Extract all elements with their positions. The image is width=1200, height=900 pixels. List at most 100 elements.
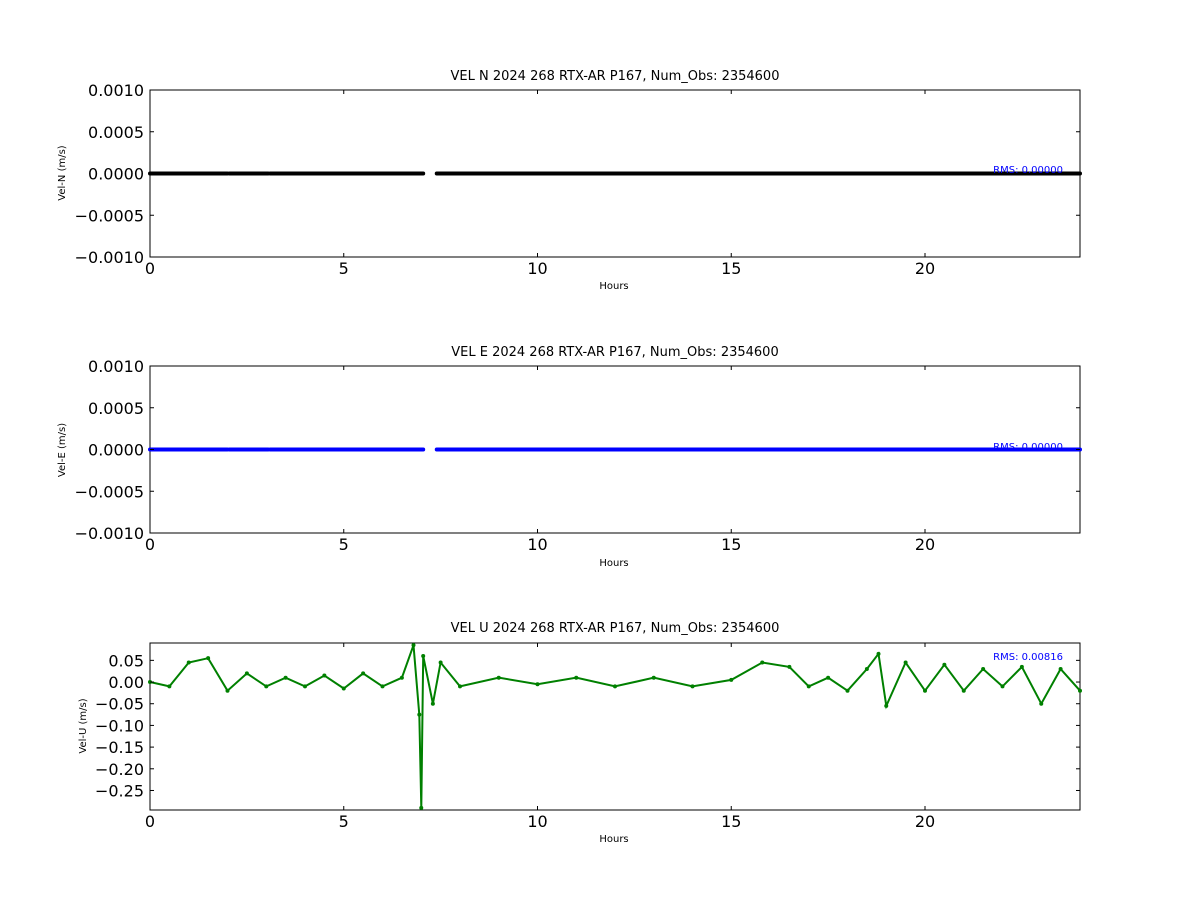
vel-u-data-point	[458, 684, 462, 689]
vel-u-data-point	[1039, 701, 1044, 706]
vel-u-panel: VEL U 2024 268 RTX-AR P167, Num_Obs: 235…	[78, 621, 1082, 845]
vel-e-x-tick-label: 15	[721, 535, 741, 554]
vel-u-data-point	[186, 660, 191, 665]
vel-u-data-point	[845, 688, 850, 693]
vel-n-y-axis-label: Vel-N (m/s)	[57, 145, 68, 200]
vel-u-y-tick-label: 0.00	[108, 673, 144, 692]
vel-u-y-tick-label: −0.15	[95, 738, 144, 757]
vel-e-x-tick-label: 0	[145, 535, 155, 554]
vel-u-x-tick-label: 15	[721, 812, 741, 831]
vel-n-y-ticks: 0.0010 0.0005 0.0000 −0.0005 −0.0010	[75, 81, 1080, 267]
vel-u-data-point	[1078, 688, 1082, 693]
vel-n-y-tick-label: 0.0000	[88, 165, 144, 184]
vel-e-y-tick-label: 0.0000	[88, 441, 144, 460]
vel-u-data-point	[322, 673, 327, 678]
vel-u-data-point	[1019, 664, 1024, 669]
vel-u-y-axis-label: Vel-U (m/s)	[78, 698, 89, 753]
vel-u-y-ticks: 0.05 0.00 −0.05 −0.10 −0.15 −0.20 −0.25	[95, 651, 1080, 800]
vel-u-data-point	[981, 667, 986, 672]
vel-e-y-tick-label: −0.0010	[75, 524, 144, 543]
vel-u-data-point	[574, 675, 579, 680]
vel-e-x-tick-label: 5	[339, 535, 349, 554]
vel-e-y-tick-label: 0.0010	[88, 357, 144, 376]
vel-u-data-point	[419, 805, 424, 810]
vel-u-data-point	[961, 688, 966, 693]
vel-u-data-point	[264, 684, 269, 689]
vel-n-title: VEL N 2024 268 RTX-AR P167, Num_Obs: 235…	[451, 69, 780, 84]
vel-u-rms-label: RMS: 0.00816	[993, 652, 1063, 663]
vel-u-plot-frame	[149, 642, 1081, 811]
vel-u-data-point	[876, 651, 881, 656]
vel-u-data-point	[903, 660, 908, 665]
vel-u-data-point	[1058, 667, 1063, 672]
vel-u-x-tick-label: 0	[145, 812, 155, 831]
vel-n-y-tick-label: −0.0005	[75, 206, 144, 225]
vel-u-data-point	[884, 703, 889, 708]
vel-u-x-axis-label: Hours	[599, 834, 628, 845]
vel-u-data-point	[244, 671, 249, 676]
vel-n-x-ticks: 0 5 10 15 20	[145, 90, 935, 278]
vel-n-x-tick-label: 10	[527, 259, 547, 278]
vel-u-y-tick-label: −0.25	[95, 781, 144, 800]
vel-u-x-ticks: 0 5 10 15 20	[145, 643, 935, 831]
vel-n-rms-label: RMS: 0.00000	[993, 165, 1063, 176]
vel-u-data-point	[438, 660, 443, 665]
vel-e-x-tick-label: 20	[915, 535, 935, 554]
vel-e-rms-label: RMS: 0.00000	[993, 442, 1063, 453]
vel-u-data-point	[283, 675, 288, 680]
vel-e-x-axis-label: Hours	[599, 558, 628, 569]
vel-u-data-point	[167, 684, 172, 689]
vel-u-x-tick-label: 20	[915, 812, 935, 831]
vel-u-data-point	[690, 684, 695, 689]
vel-u-data-point	[787, 664, 792, 669]
vel-u-data-point	[826, 675, 831, 680]
vel-u-data-point	[923, 688, 927, 693]
vel-u-data-point	[651, 675, 656, 680]
vel-u-data-point	[417, 712, 422, 717]
vel-u-data-point	[942, 662, 947, 667]
vel-n-x-tick-label: 0	[145, 259, 155, 278]
vel-e-x-ticks: 0 5 10 15 20	[145, 366, 935, 554]
vel-u-y-tick-label: −0.20	[95, 760, 144, 779]
vel-u-data-point	[206, 656, 211, 661]
vel-u-x-tick-label: 10	[527, 812, 547, 831]
vel-u-y-tick-label: −0.05	[95, 695, 144, 714]
vel-u-data-point	[380, 684, 385, 689]
vel-e-y-tick-label: 0.0005	[88, 399, 144, 418]
vel-u-y-tick-label: −0.10	[95, 716, 144, 735]
vel-u-x-tick-label: 5	[339, 812, 349, 831]
vel-u-data-point	[1000, 684, 1005, 689]
vel-u-data-point	[864, 667, 869, 672]
vel-u-data-point	[411, 643, 416, 648]
vel-u-data-point	[535, 682, 540, 687]
vel-u-data-point	[341, 686, 346, 691]
vel-u-data-point	[399, 675, 404, 680]
vel-u-data-point	[496, 675, 501, 680]
vel-u-title: VEL U 2024 268 RTX-AR P167, Num_Obs: 235…	[451, 621, 780, 636]
vel-n-y-tick-label: 0.0010	[88, 81, 144, 100]
vel-n-x-tick-label: 20	[915, 259, 935, 278]
vel-n-panel: VEL N 2024 268 RTX-AR P167, Num_Obs: 235…	[57, 69, 1082, 292]
vel-u-marks	[148, 643, 1082, 810]
vel-u-data-point	[303, 684, 307, 689]
vel-n-y-tick-label: 0.0005	[88, 123, 144, 142]
vel-n-y-tick-label: −0.0010	[75, 248, 144, 267]
vel-u-data-point	[729, 677, 734, 682]
vel-e-panel: VEL E 2024 268 RTX-AR P167, Num_Obs: 235…	[57, 345, 1082, 569]
vel-u-data-point	[613, 684, 617, 689]
vel-u-y-tick-label: 0.05	[108, 651, 144, 670]
vel-n-x-axis-label: Hours	[599, 281, 628, 292]
vel-e-title: VEL E 2024 268 RTX-AR P167, Num_Obs: 235…	[451, 345, 778, 360]
vel-u-data-point	[361, 671, 366, 676]
vel-n-x-tick-label: 5	[339, 259, 349, 278]
vel-u-data-point	[421, 654, 426, 659]
vel-u-data-point	[225, 688, 230, 693]
vel-u-data-point	[806, 684, 811, 689]
vel-e-y-ticks: 0.0010 0.0005 0.0000 −0.0005 −0.0010	[75, 357, 1080, 543]
vel-e-x-tick-label: 10	[527, 535, 547, 554]
vel-u-data-point	[430, 701, 435, 706]
vel-n-x-tick-label: 15	[721, 259, 741, 278]
vel-e-y-axis-label: Vel-E (m/s)	[57, 423, 68, 477]
vel-e-y-tick-label: −0.0005	[75, 482, 144, 501]
